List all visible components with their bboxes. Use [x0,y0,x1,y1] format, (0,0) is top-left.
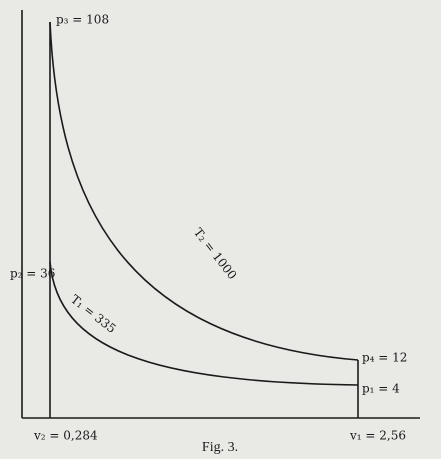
isotherm-t1 [49,261,359,386]
label-p1: p₁ = 4 [362,382,400,396]
label-v1: v₁ = 2,56 [349,429,406,443]
label-v2: v₂ = 0,284 [33,429,98,443]
isotherm-t2 [49,21,359,361]
figure-caption: Fig. 3. [202,440,238,455]
label-p4: p₄ = 12 [362,351,407,365]
label-p2: p₂ = 36 [10,267,55,281]
label-p3: p₃ = 108 [56,13,109,27]
